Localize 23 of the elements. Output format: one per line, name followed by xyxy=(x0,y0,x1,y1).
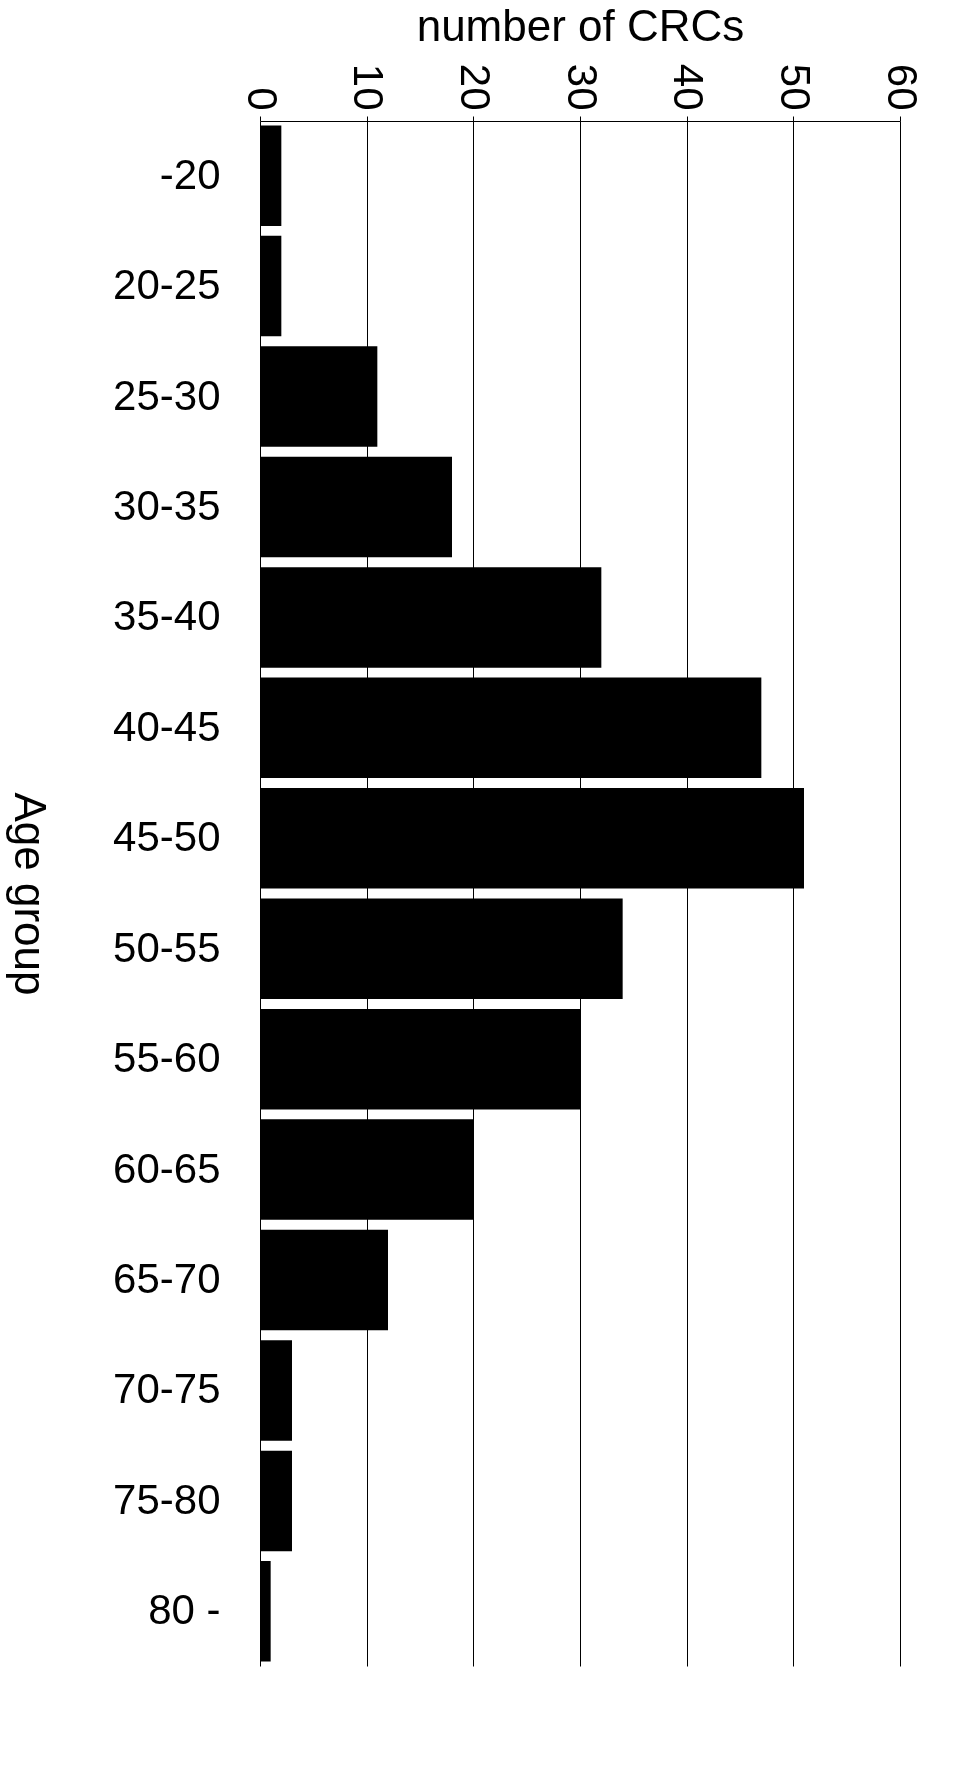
y-tick-label: 25-30 xyxy=(113,371,221,419)
y-tick-label: 55-60 xyxy=(113,1034,221,1082)
y-tick-label: 40-45 xyxy=(113,702,221,750)
x-tick-label: 60 xyxy=(878,63,926,111)
y-tick-label: 75-80 xyxy=(113,1475,221,1523)
y-tick-label: 20-25 xyxy=(113,261,221,309)
y-tick-label: 80 - xyxy=(148,1586,221,1634)
y-tick-label: -20 xyxy=(159,150,221,198)
y-tick-label: 65-70 xyxy=(113,1255,221,1303)
y-tick-label: 35-40 xyxy=(113,592,221,640)
y-axis-title: Age group xyxy=(5,792,55,996)
y-tick-label: 45-50 xyxy=(113,813,221,861)
y-tick-label: 50-55 xyxy=(113,923,221,971)
x-tick-label: 0 xyxy=(238,87,286,111)
x-tick-label: 30 xyxy=(558,63,606,111)
x-tick-label: 40 xyxy=(665,63,713,111)
x-axis-title: number of CRCs xyxy=(416,0,745,50)
x-tick-label: 20 xyxy=(451,63,499,111)
x-tick-label: 50 xyxy=(771,63,819,111)
x-tick-label: 10 xyxy=(345,63,393,111)
y-tick-label: 30-35 xyxy=(113,481,221,529)
y-tick-label: 60-65 xyxy=(113,1144,221,1192)
y-tick-label: 70-75 xyxy=(113,1365,221,1413)
